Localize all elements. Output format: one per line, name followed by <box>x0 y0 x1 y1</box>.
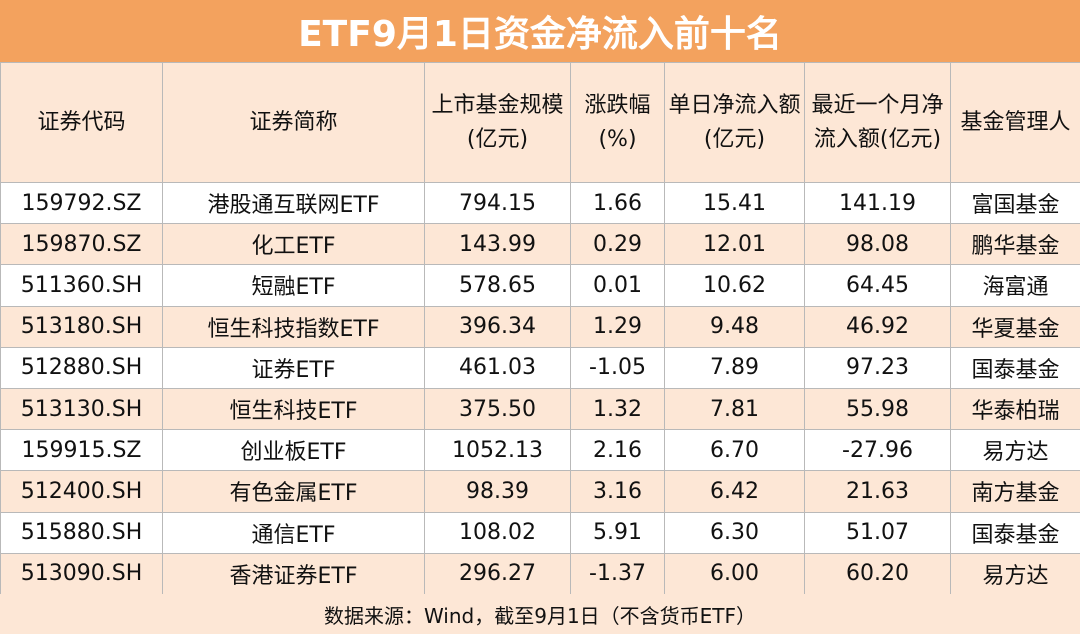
cell-scale: 794.15 <box>424 181 571 225</box>
header-change: 涨跌幅(%) <box>570 62 665 183</box>
cell-change: 0.29 <box>570 223 665 266</box>
cell-name: 恒生科技ETF <box>162 387 425 431</box>
cell-manager: 鹏华基金 <box>950 223 1080 266</box>
cell-code: 511360.SH <box>0 264 163 307</box>
cell-name: 香港证券ETF <box>162 552 425 595</box>
cell-name: 通信ETF <box>162 511 425 554</box>
cell-code: 513090.SH <box>0 552 163 595</box>
cell-daily-inflow: 6.70 <box>664 429 805 472</box>
cell-manager: 易方达 <box>950 552 1080 595</box>
cell-code: 159792.SZ <box>0 181 163 225</box>
cell-month-inflow: 21.63 <box>804 470 951 513</box>
header-daily-inflow: 单日净流入额(亿元) <box>664 62 805 183</box>
cell-manager: 华夏基金 <box>950 305 1080 348</box>
data-source-note: 数据来源：Wind，截至9月1日（不含货币ETF） <box>0 594 1080 634</box>
table-row: 513090.SH 香港证券ETF 296.27 -1.37 6.00 60.20 易方达 <box>0 552 1080 595</box>
cell-scale: 98.39 <box>424 470 571 513</box>
table-header-row: 证券代码 证券简称 上市基金规模(亿元) 涨跌幅(%) 单日净流入额(亿元) 最… <box>0 62 1080 183</box>
cell-scale: 578.65 <box>424 264 571 307</box>
cell-name: 创业板ETF <box>162 429 425 472</box>
cell-month-inflow: 97.23 <box>804 346 951 389</box>
cell-scale: 296.27 <box>424 552 571 595</box>
cell-code: 513130.SH <box>0 387 163 431</box>
cell-scale: 461.03 <box>424 346 571 389</box>
cell-scale: 108.02 <box>424 511 571 554</box>
cell-code: 513180.SH <box>0 305 163 348</box>
cell-change: 1.66 <box>570 181 665 225</box>
table-row: 513130.SH 恒生科技ETF 375.50 1.32 7.81 55.98 华泰柏瑞 <box>0 387 1080 431</box>
cell-daily-inflow: 6.00 <box>664 552 805 595</box>
cell-name: 有色金属ETF <box>162 470 425 513</box>
cell-month-inflow: 51.07 <box>804 511 951 554</box>
cell-daily-inflow: 6.30 <box>664 511 805 554</box>
cell-name: 港股通互联网ETF <box>162 181 425 225</box>
table-row: 159870.SZ 化工ETF 143.99 0.29 12.01 98.08 鹏华基金 <box>0 223 1080 266</box>
cell-scale: 396.34 <box>424 305 571 348</box>
header-name: 证券简称 <box>162 62 425 183</box>
cell-change: 5.91 <box>570 511 665 554</box>
cell-month-inflow: 55.98 <box>804 387 951 431</box>
cell-code: 159870.SZ <box>0 223 163 266</box>
cell-daily-inflow: 15.41 <box>664 181 805 225</box>
cell-month-inflow: 46.92 <box>804 305 951 348</box>
cell-change: -1.37 <box>570 552 665 595</box>
cell-change: 3.16 <box>570 470 665 513</box>
cell-daily-inflow: 7.89 <box>664 346 805 389</box>
cell-code: 512880.SH <box>0 346 163 389</box>
cell-daily-inflow: 10.62 <box>664 264 805 307</box>
cell-change: 2.16 <box>570 429 665 472</box>
cell-month-inflow: 64.45 <box>804 264 951 307</box>
table-row: 512400.SH 有色金属ETF 98.39 3.16 6.42 21.63 南方基金 <box>0 470 1080 513</box>
cell-manager: 国泰基金 <box>950 346 1080 389</box>
cell-manager: 富国基金 <box>950 181 1080 225</box>
header-month-inflow: 最近一个月净流入额(亿元) <box>804 62 951 183</box>
header-manager: 基金管理人 <box>950 62 1080 183</box>
cell-code: 512400.SH <box>0 470 163 513</box>
cell-daily-inflow: 6.42 <box>664 470 805 513</box>
cell-scale: 1052.13 <box>424 429 571 472</box>
table-row: 511360.SH 短融ETF 578.65 0.01 10.62 64.45 海富通 <box>0 264 1080 307</box>
cell-name: 证券ETF <box>162 346 425 389</box>
table-row: 513180.SH 恒生科技指数ETF 396.34 1.29 9.48 46.92 华夏基… <box>0 305 1080 348</box>
cell-manager: 国泰基金 <box>950 511 1080 554</box>
cell-month-inflow: -27.96 <box>804 429 951 472</box>
cell-scale: 143.99 <box>424 223 571 266</box>
cell-month-inflow: 60.20 <box>804 552 951 595</box>
page-title: ETF9月1日资金净流入前十名 <box>0 0 1080 62</box>
cell-change: 1.29 <box>570 305 665 348</box>
cell-scale: 375.50 <box>424 387 571 431</box>
cell-manager: 华泰柏瑞 <box>950 387 1080 431</box>
cell-daily-inflow: 9.48 <box>664 305 805 348</box>
cell-change: 0.01 <box>570 264 665 307</box>
cell-manager: 海富通 <box>950 264 1080 307</box>
cell-change: -1.05 <box>570 346 665 389</box>
cell-name: 短融ETF <box>162 264 425 307</box>
cell-manager: 南方基金 <box>950 470 1080 513</box>
table-row: 159792.SZ 港股通互联网ETF 794.15 1.66 15.41 141.19 富… <box>0 181 1080 225</box>
header-scale: 上市基金规模(亿元) <box>424 62 571 183</box>
cell-month-inflow: 141.19 <box>804 181 951 225</box>
cell-daily-inflow: 12.01 <box>664 223 805 266</box>
table-row: 159915.SZ 创业板ETF 1052.13 2.16 6.70 -27.96 易方达 <box>0 429 1080 472</box>
header-code: 证券代码 <box>0 62 163 183</box>
cell-code: 159915.SZ <box>0 429 163 472</box>
etf-table: 证券代码 证券简称 上市基金规模(亿元) 涨跌幅(%) 单日净流入额(亿元) 最… <box>0 62 1080 595</box>
cell-name: 化工ETF <box>162 223 425 266</box>
cell-daily-inflow: 7.81 <box>664 387 805 431</box>
table-row: 512880.SH 证券ETF 461.03 -1.05 7.89 97.23 国泰基金 <box>0 346 1080 389</box>
table-row: 515880.SH 通信ETF 108.02 5.91 6.30 51.07 国泰基金 <box>0 511 1080 554</box>
cell-manager: 易方达 <box>950 429 1080 472</box>
cell-name: 恒生科技指数ETF <box>162 305 425 348</box>
cell-month-inflow: 98.08 <box>804 223 951 266</box>
cell-code: 515880.SH <box>0 511 163 554</box>
cell-change: 1.32 <box>570 387 665 431</box>
